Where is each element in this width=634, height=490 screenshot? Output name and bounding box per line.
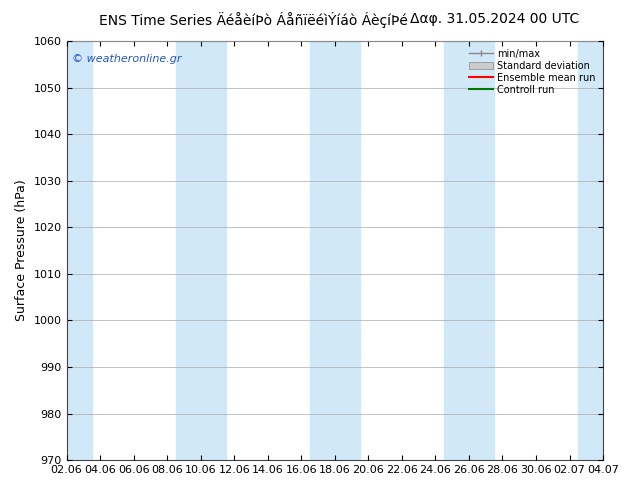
Y-axis label: Surface Pressure (hPa): Surface Pressure (hPa) [15,180,28,321]
Bar [41,41,92,460]
Bar [176,41,226,460]
Text: ENS Time Series ÄéåèíÞò ÁåñïëéìÝíáò ÁèçíÞé: ENS Time Series ÄéåèíÞò ÁåñïëéìÝíáò Áèçí… [99,12,408,28]
Bar [444,41,494,460]
Legend: min/max, Standard deviation, Ensemble mean run, Controll run: min/max, Standard deviation, Ensemble me… [466,46,598,98]
Bar [309,41,360,460]
Bar [578,41,628,460]
Text: Δαφ. 31.05.2024 00 UTC: Δαφ. 31.05.2024 00 UTC [410,12,579,26]
Text: © weatheronline.gr: © weatheronline.gr [72,53,181,64]
